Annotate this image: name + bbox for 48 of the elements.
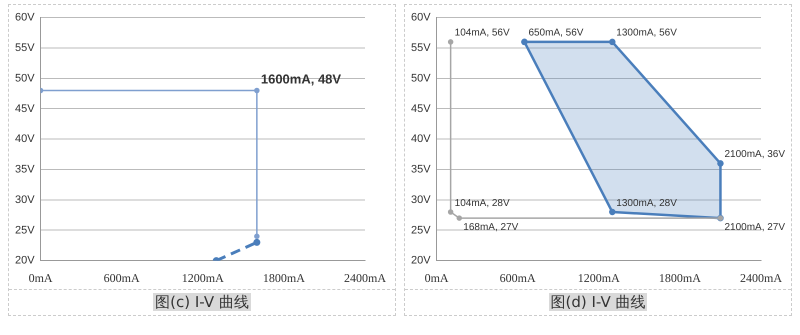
point bbox=[609, 208, 616, 216]
point bbox=[254, 88, 260, 94]
x-tick-label: 1200mA bbox=[182, 270, 224, 285]
x-tick-label: 2400mA bbox=[344, 270, 386, 285]
annotation: 104mA, 28V bbox=[454, 198, 510, 209]
annotation: 1600mA, 48V bbox=[260, 72, 342, 87]
point bbox=[456, 215, 462, 221]
x-tick-label: 1800mA bbox=[658, 270, 702, 285]
x-tick-label: 1800mA bbox=[262, 270, 306, 285]
y-tick-label: 25V bbox=[14, 224, 36, 236]
y-tick-label: 50V bbox=[14, 72, 36, 84]
y-tick-label: 60V bbox=[410, 12, 432, 24]
point bbox=[717, 160, 724, 167]
text: 图(c) I-V 曲线 bbox=[153, 293, 251, 311]
y-tick-label: 50V bbox=[410, 72, 432, 84]
text: 图(d) I-V 曲线 bbox=[548, 293, 648, 311]
point bbox=[448, 209, 454, 215]
y-tick-label: 35V bbox=[14, 164, 36, 176]
y-tick-label: 30V bbox=[14, 194, 36, 206]
point bbox=[253, 238, 260, 246]
x-tick-label: 2400mA bbox=[740, 270, 782, 285]
y-tick-label: 60V bbox=[14, 12, 36, 24]
x-tick-label: 0mA bbox=[28, 270, 53, 285]
y-tick-label: 30V bbox=[410, 194, 432, 206]
y-tick-label: 20V bbox=[14, 254, 36, 267]
x-tick-label: 1200mA bbox=[578, 270, 620, 285]
annotation: 1300mA, 28V bbox=[616, 198, 678, 209]
point bbox=[448, 39, 454, 45]
annotation: 2100mA, 36V bbox=[724, 149, 786, 160]
annotation: 104mA, 56V bbox=[454, 28, 510, 39]
x-tick-label: 600mA bbox=[500, 270, 536, 285]
point bbox=[609, 38, 616, 46]
y-tick-label: 55V bbox=[410, 42, 432, 54]
annotation: 650mA, 56V bbox=[528, 28, 584, 39]
y-tick-label: 40V bbox=[410, 133, 432, 146]
point bbox=[254, 234, 260, 240]
x-tick-label: 0mA bbox=[424, 270, 449, 285]
y-tick-label: 40V bbox=[14, 133, 36, 146]
x-tick-label: 600mA bbox=[104, 270, 140, 285]
y-tick-label: 20V bbox=[410, 254, 432, 267]
annotation: 168mA, 27V bbox=[463, 222, 519, 233]
annotation: 2100mA, 27V bbox=[724, 222, 786, 233]
y-tick-label: 45V bbox=[410, 102, 432, 115]
annotation: 1300mA, 56V bbox=[616, 28, 678, 39]
y-tick-label: 45V bbox=[14, 102, 36, 115]
y-tick-label: 35V bbox=[410, 164, 432, 176]
y-tick-label: 25V bbox=[410, 224, 432, 236]
y-tick-label: 55V bbox=[14, 42, 36, 54]
